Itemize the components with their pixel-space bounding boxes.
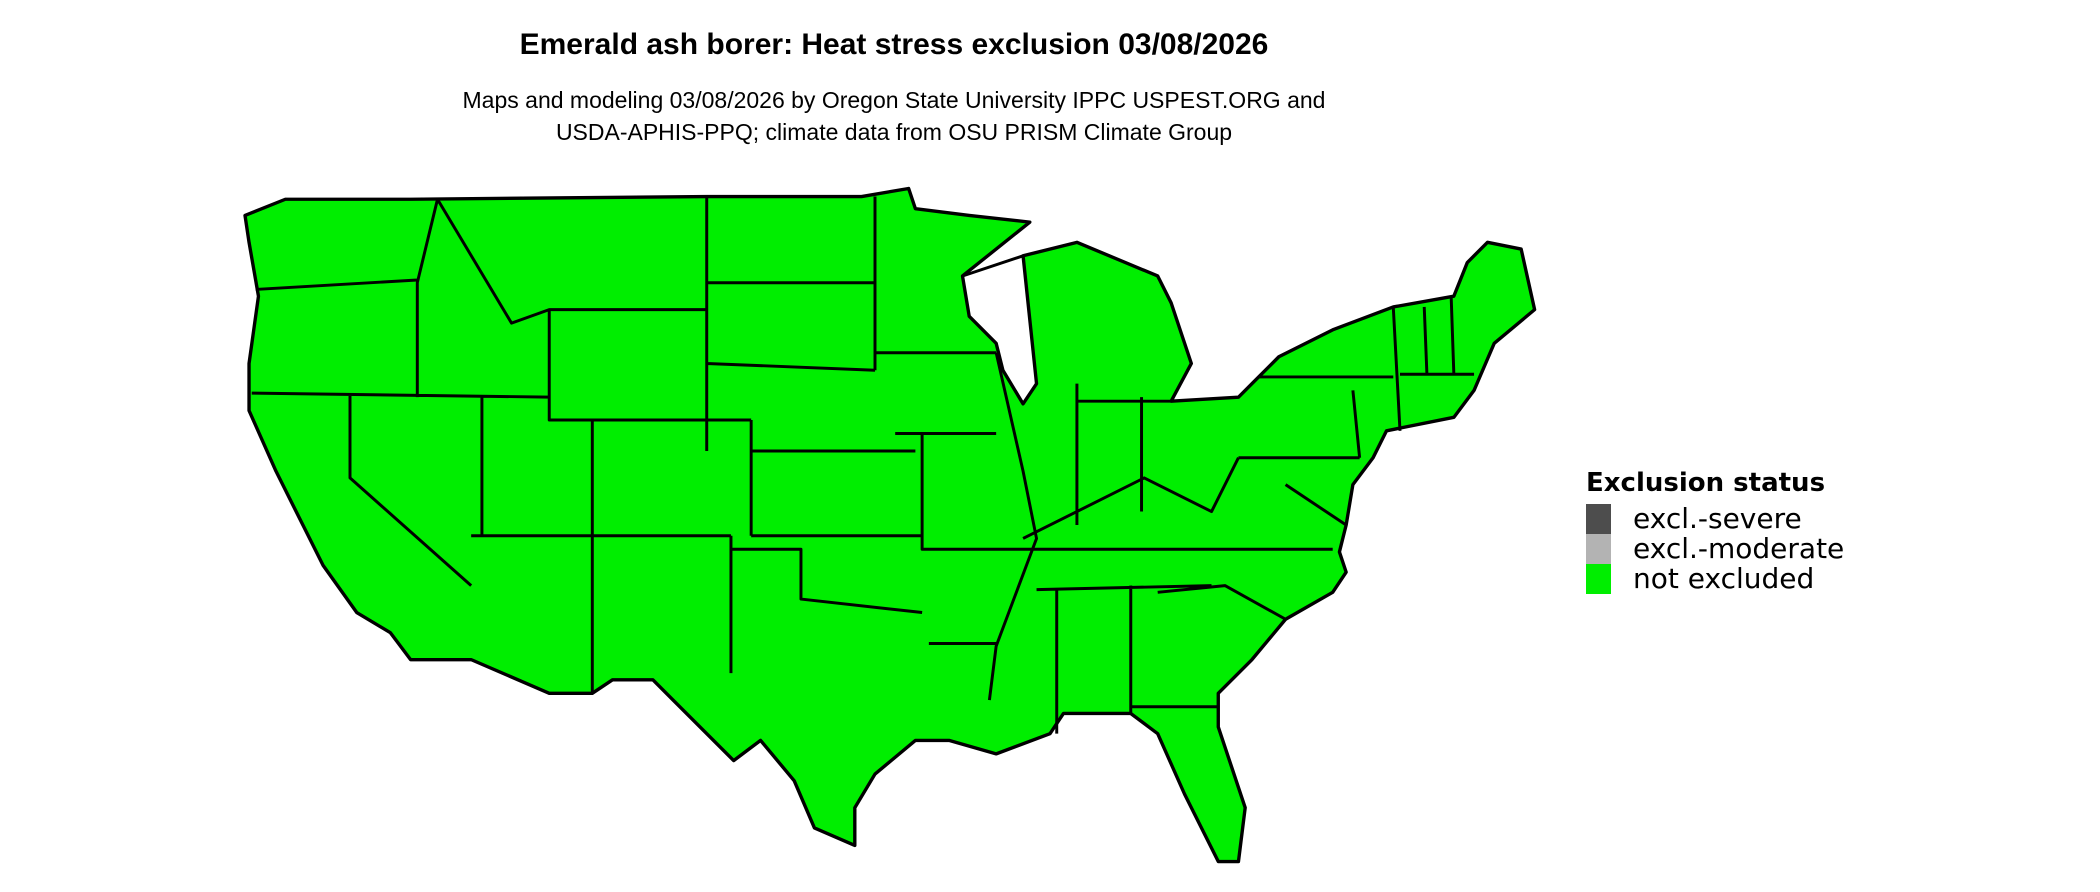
legend-item-moderate: excl.-moderate	[1586, 534, 1844, 564]
us-outline	[243, 186, 1537, 864]
state-borders	[251, 196, 1475, 734]
legend-label: not excluded	[1633, 562, 1815, 595]
legend-swatch-moderate	[1586, 534, 1611, 564]
legend-title: Exclusion status	[1586, 468, 1826, 498]
legend: Exclusion status excl.-severe excl.-mode…	[1586, 468, 1844, 594]
legend-item-severe: excl.-severe	[1586, 504, 1844, 534]
map-subtitle: Maps and modeling 03/08/2026 by Oregon S…	[0, 84, 1788, 148]
legend-swatch-severe	[1586, 504, 1611, 534]
legend-swatch-not-excluded	[1586, 564, 1611, 594]
subtitle-line-2: USDA-APHIS-PPQ; climate data from OSU PR…	[555, 119, 1233, 145]
map-title: Emerald ash borer: Heat stress exclusion…	[519, 28, 1269, 61]
legend-label: excl.-moderate	[1633, 532, 1845, 565]
legend-item-not-excluded: not excluded	[1586, 564, 1844, 594]
subtitle-line-1: Maps and modeling 03/08/2026 by Oregon S…	[462, 87, 1326, 113]
legend-label: excl.-severe	[1633, 502, 1802, 535]
